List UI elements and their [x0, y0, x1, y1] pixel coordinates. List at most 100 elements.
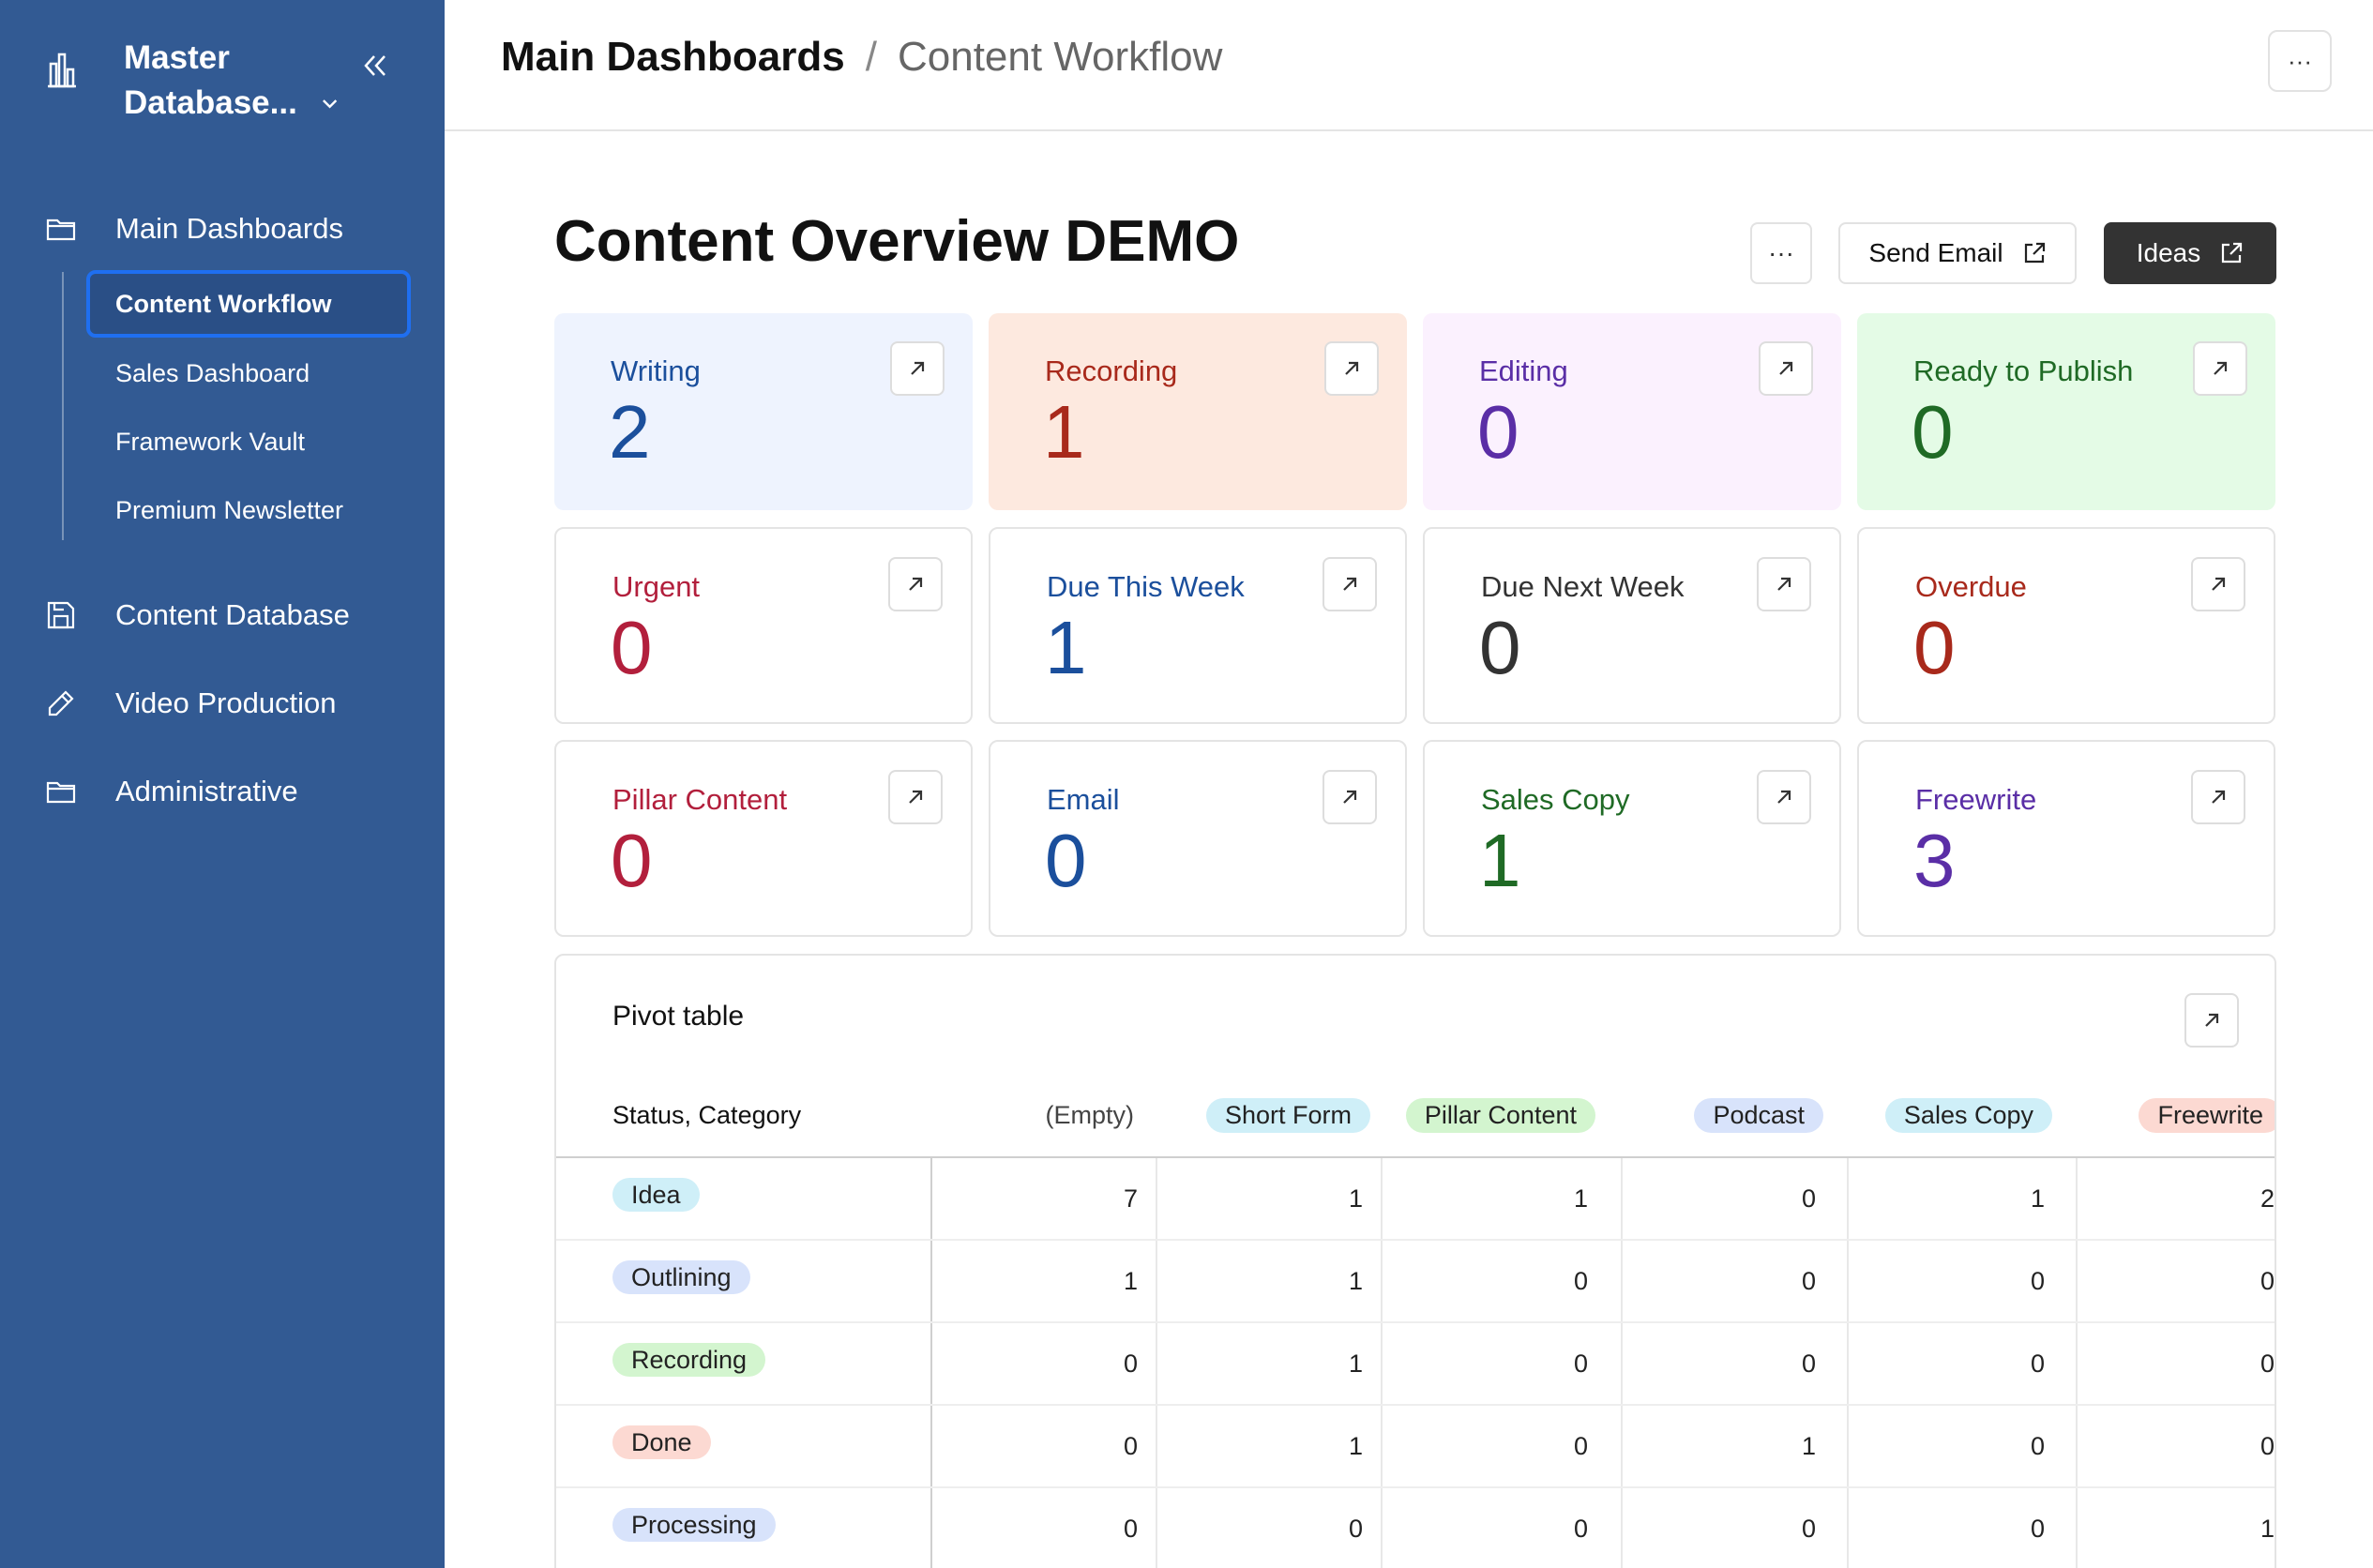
sidebar-section-administrative[interactable]: Administrative	[0, 761, 445, 822]
metric-card-pillar-content: Pillar Content 0	[554, 740, 973, 937]
sidebar: Master Database... Main Dashboards Conte…	[0, 0, 445, 1568]
metric-label: Freewrite	[1915, 783, 2037, 816]
metric-value: 1	[1043, 390, 1085, 474]
header-divider	[556, 1156, 2275, 1158]
page-more-button[interactable]: ···	[1750, 222, 1812, 284]
table-cell: 0	[1801, 1515, 1816, 1543]
arrow-up-right-icon	[2214, 361, 2228, 375]
table-cell: 0	[1573, 1432, 1588, 1460]
database-title-line2: Database...	[124, 84, 297, 121]
table-row[interactable]: Outlining 1 1 0 0 0 0	[556, 1241, 2275, 1323]
metric-label: Recording	[1045, 354, 1178, 387]
sidebar-item-content-workflow[interactable]: Content Workflow	[86, 270, 411, 338]
card-expand-button[interactable]	[2193, 341, 2247, 396]
row-label: Outlining	[612, 1260, 750, 1294]
card-expand-button[interactable]	[1759, 341, 1813, 396]
external-link-icon	[2222, 242, 2243, 264]
status-badge: Idea	[612, 1178, 700, 1212]
arrow-up-right-icon	[2212, 577, 2226, 591]
table-cell: 0	[2260, 1267, 2275, 1295]
column-divider	[1156, 1158, 1157, 1568]
breadcrumb-current: Content Workflow	[897, 34, 1223, 80]
collapse-sidebar-button[interactable]	[356, 49, 394, 83]
table-cell: 0	[2260, 1432, 2275, 1460]
metric-value: 0	[1045, 819, 1087, 902]
table-cell: 0	[1123, 1515, 1138, 1543]
row-label: Done	[612, 1425, 711, 1459]
card-expand-button[interactable]	[890, 341, 945, 396]
database-title-line1: Master	[124, 39, 230, 76]
metric-value: 0	[611, 819, 653, 902]
arrow-up-right-icon	[1777, 577, 1791, 591]
breadcrumb-parent[interactable]: Main Dashboards	[501, 34, 845, 80]
table-row[interactable]: Idea 7 1 1 0 1 2	[556, 1158, 2275, 1241]
metric-card-email: Email 0	[989, 740, 1407, 937]
card-expand-button[interactable]	[2191, 770, 2245, 824]
metric-value: 0	[1477, 390, 1519, 474]
column-label: Freewrite	[2139, 1097, 2275, 1133]
sidebar-section-label: Administrative	[115, 775, 298, 807]
metric-label: Editing	[1479, 354, 1568, 387]
table-cell: 0	[1348, 1515, 1363, 1543]
card-expand-button[interactable]	[1757, 557, 1811, 611]
card-expand-button[interactable]	[888, 770, 943, 824]
metric-card-due-this-week: Due This Week 1	[989, 527, 1407, 724]
metric-card-freewrite: Freewrite 3	[1857, 740, 2275, 937]
send-email-button[interactable]: Send Email	[1838, 222, 2077, 284]
top-more-button[interactable]: ···	[2268, 30, 2332, 92]
table-row[interactable]: Processing 0 0 0 0 0 1	[556, 1488, 2275, 1568]
table-row[interactable]: Recording 0 1 0 0 0 0	[556, 1323, 2275, 1406]
sidebar-section-main-dashboards[interactable]: Main Dashboards	[0, 199, 445, 259]
card-expand-button[interactable]	[1324, 341, 1379, 396]
metric-card-sales-copy: Sales Copy 1	[1423, 740, 1841, 937]
pivot-column-header: Podcast	[1694, 1096, 1823, 1134]
sidebar-item-sales-dashboard[interactable]: Sales Dashboard	[86, 339, 411, 407]
table-cell: 1	[1348, 1432, 1363, 1460]
column-label: Short Form	[1205, 1097, 1370, 1133]
table-cell: 0	[1573, 1515, 1588, 1543]
arrow-up-right-icon	[1345, 361, 1359, 375]
card-expand-button[interactable]	[888, 557, 943, 611]
pivot-expand-button[interactable]	[2184, 993, 2239, 1048]
folder-icon	[46, 219, 76, 241]
bar-chart-icon	[48, 53, 76, 88]
metric-card-due-next-week: Due Next Week 0	[1423, 527, 1841, 724]
metric-label: Writing	[611, 354, 701, 387]
sidebar-item-label: Framework Vault	[115, 427, 306, 456]
send-email-label: Send Email	[1868, 238, 2003, 267]
card-expand-button[interactable]	[2191, 557, 2245, 611]
table-row[interactable]: Done 0 1 0 1 0 0	[556, 1406, 2275, 1488]
card-expand-button[interactable]	[1323, 770, 1377, 824]
metric-value: 0	[1913, 606, 1956, 689]
sidebar-item-label: Premium Newsletter	[115, 495, 344, 524]
column-divider	[1621, 1158, 1623, 1568]
pivot-table: Pivot table Status, Category (Empty) Shor…	[554, 954, 2276, 1568]
table-cell: 7	[1123, 1184, 1138, 1213]
pencil-icon	[48, 690, 74, 716]
column-label: Pillar Content	[1405, 1097, 1595, 1133]
table-cell: 1	[1801, 1432, 1816, 1460]
external-link-icon	[2024, 242, 2045, 264]
breadcrumb-separator: /	[865, 34, 877, 80]
pivot-column-header: Sales Copy	[1884, 1096, 2052, 1134]
page-title: Content Overview DEMO	[554, 209, 1240, 274]
metric-card-ready-to-publish: Ready to Publish 0	[1857, 313, 2275, 510]
sidebar-item-premium-newsletter[interactable]: Premium Newsletter	[86, 476, 411, 544]
metric-value: 0	[1912, 390, 1954, 474]
ideas-button[interactable]: Ideas	[2104, 222, 2276, 284]
status-badge: Done	[612, 1425, 711, 1459]
sidebar-section-video-production[interactable]: Video Production	[0, 673, 445, 733]
sidebar-item-framework-vault[interactable]: Framework Vault	[86, 408, 411, 475]
arrow-up-right-icon	[1343, 790, 1357, 804]
database-switcher[interactable]: Master Database...	[124, 36, 340, 126]
table-cell: 0	[1573, 1349, 1588, 1378]
card-expand-button[interactable]	[1323, 557, 1377, 611]
metric-label: Urgent	[612, 570, 701, 603]
top-bar: Main Dashboards / Content Workflow ···	[445, 0, 2373, 131]
card-expand-button[interactable]	[1757, 770, 1811, 824]
pivot-column-header: Freewrite	[2139, 1096, 2275, 1134]
sidebar-section-content-database[interactable]: Content Database	[0, 585, 445, 645]
row-label: Idea	[612, 1178, 700, 1212]
sidebar-section-label: Main Dashboards	[115, 212, 343, 245]
sidebar-section-label: Content Database	[115, 598, 350, 631]
